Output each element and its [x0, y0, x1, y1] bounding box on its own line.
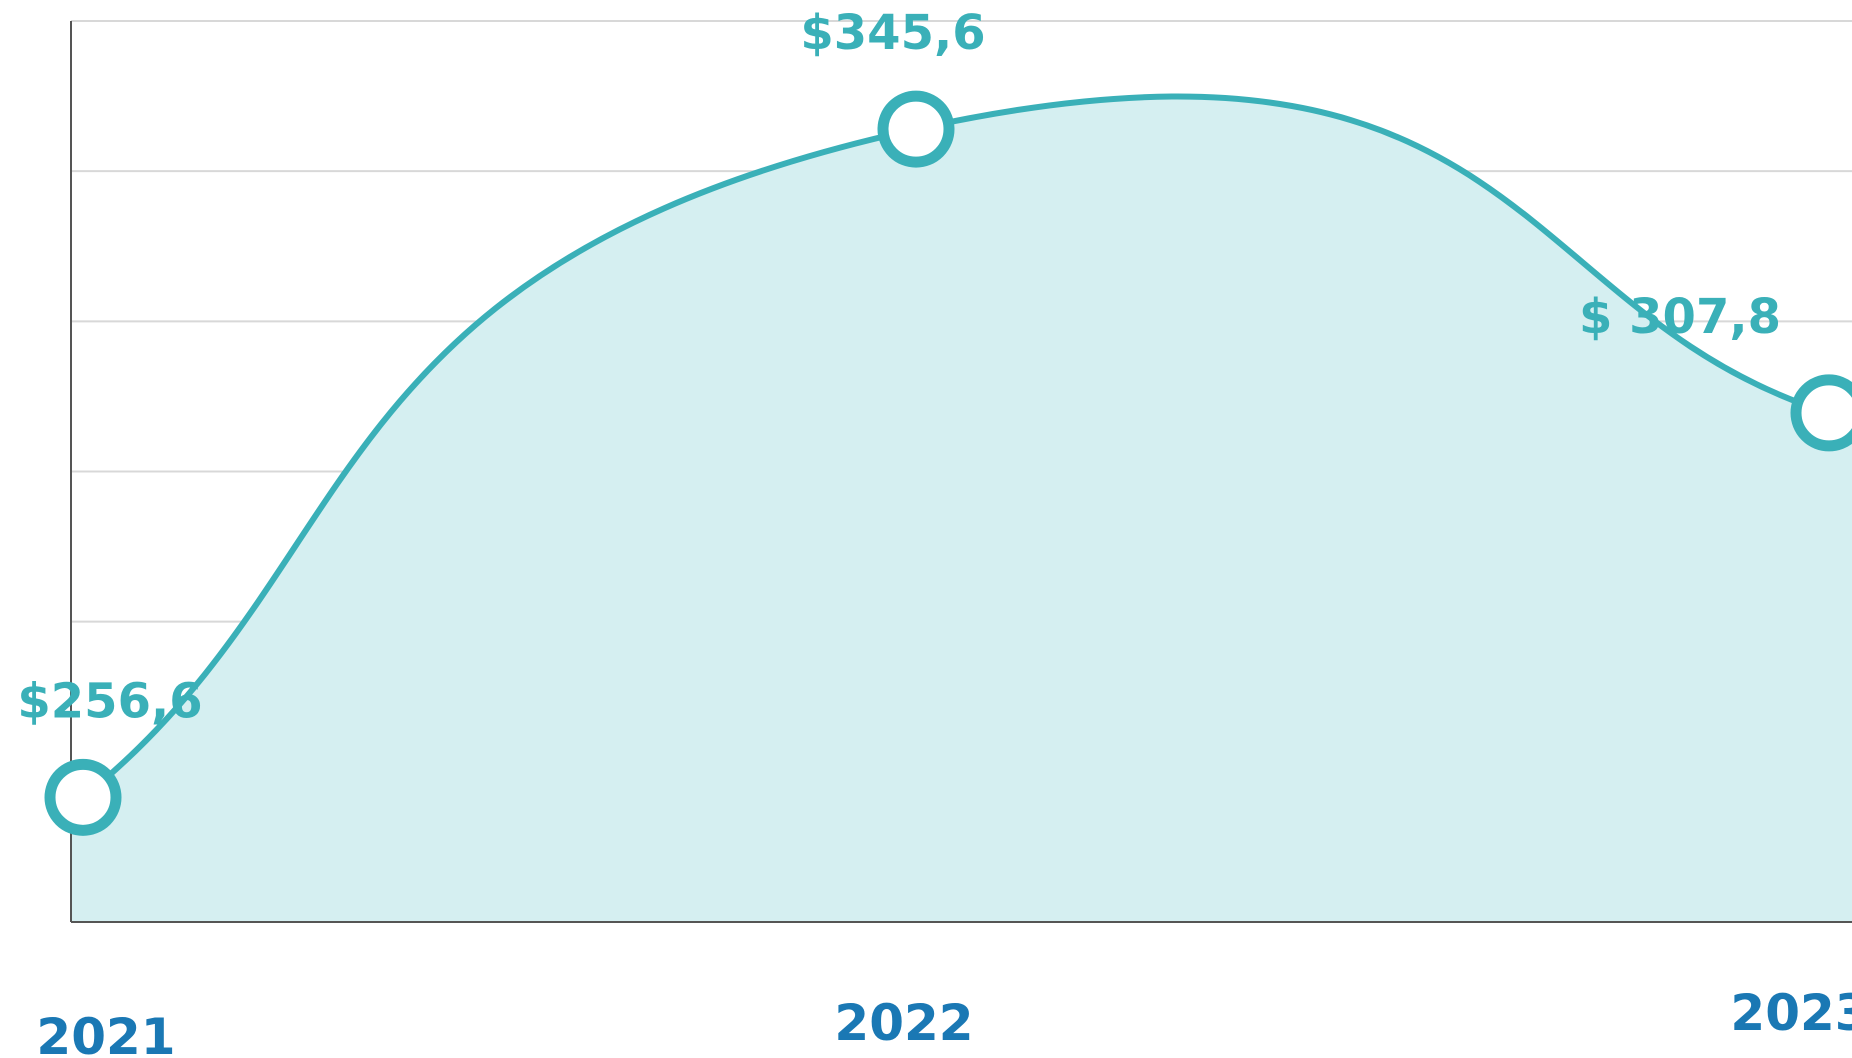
area: [71, 96, 1852, 922]
point: [877, 90, 955, 168]
data-label: $345,6: [800, 5, 985, 61]
x-tick-label: 2021: [36, 1008, 175, 1058]
point: [1790, 374, 1852, 452]
x-tick-label: 2022: [834, 994, 973, 1052]
data-label: $ 307,8: [1579, 289, 1781, 345]
x-tick-label: 2023: [1730, 984, 1852, 1042]
point: [44, 758, 122, 836]
data-label: $256,6: [17, 673, 202, 729]
